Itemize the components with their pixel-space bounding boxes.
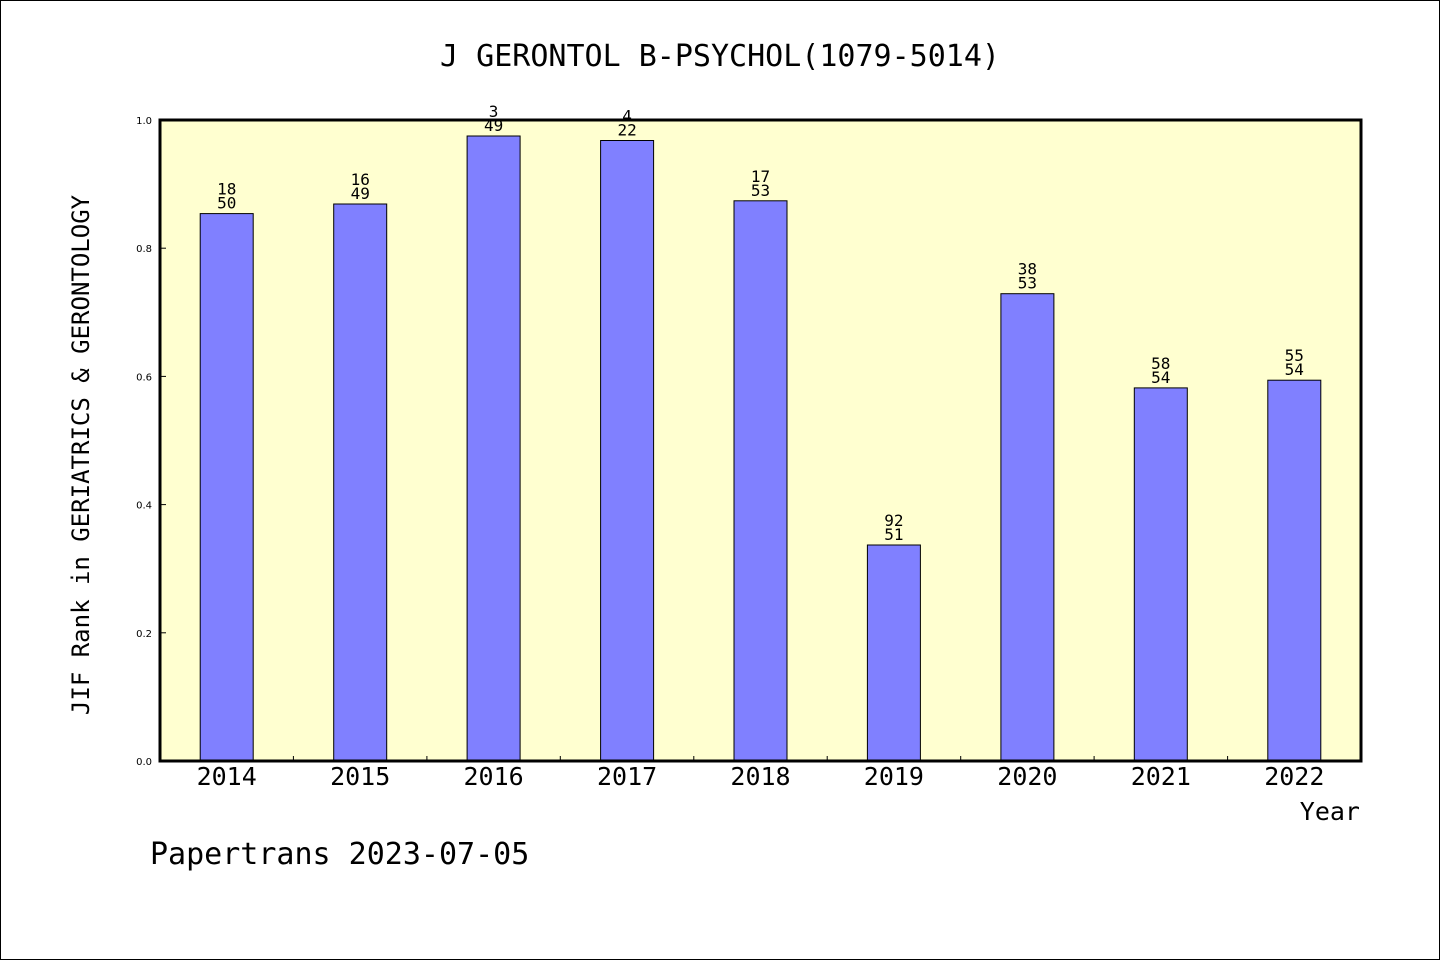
x-tick-label-2016: 2016 — [463, 762, 523, 791]
bar-label-top-2015: 16 — [351, 170, 370, 189]
bar-label-top-2018: 17 — [751, 167, 770, 186]
bar-label-bottom-2018: 53 — [751, 181, 770, 200]
x-tick-label-2019: 2019 — [864, 762, 924, 791]
bar-label-bottom-2015: 49 — [351, 184, 370, 203]
bar-2020 — [1000, 293, 1055, 762]
plot-border — [158, 118, 1363, 763]
x-tick-label-2014: 2014 — [197, 762, 257, 791]
y-tick-label-0.0: 0.0 — [136, 757, 152, 768]
y-tick-label-0.4: 0.4 — [136, 501, 152, 512]
bar-label-top-2020: 38 — [1018, 260, 1037, 279]
x-axis-label: Year — [1300, 797, 1360, 826]
bar-2015 — [333, 203, 388, 762]
chart-title: J GERONTOL B-PSYCHOL(1079-5014) — [440, 39, 1000, 74]
x-tick-label-2020: 2020 — [997, 762, 1057, 791]
footer-credit: Papertrans 2023-07-05 — [150, 837, 529, 872]
x-tick-label-2018: 2018 — [730, 762, 790, 791]
bar-label-bottom-2017: 22 — [617, 121, 636, 140]
bar-label-top-2021: 58 — [1151, 354, 1170, 373]
bar-2016 — [466, 135, 521, 762]
y-tick-label-0.8: 0.8 — [136, 244, 152, 255]
y-tick-label-0.2: 0.2 — [136, 629, 152, 640]
bar-label-bottom-2021: 54 — [1151, 368, 1170, 387]
bar-2017 — [600, 140, 655, 762]
y-tick-label-1.0: 1.0 — [136, 116, 152, 127]
bar-2021 — [1133, 387, 1188, 762]
y-axis-label: JIF Rank in GERIATRICS & GERONTOLOGY — [67, 194, 95, 715]
bar-label-bottom-2020: 53 — [1018, 274, 1037, 293]
bar-label-top-2017: 4 — [622, 107, 632, 126]
bar-2022 — [1267, 379, 1322, 762]
bar-label-top-2019: 92 — [884, 511, 903, 530]
bar-label-top-2016: 3 — [489, 102, 499, 121]
bar-label-top-2022: 55 — [1285, 346, 1304, 365]
bar-label-bottom-2022: 54 — [1285, 360, 1304, 379]
x-tick-label-2017: 2017 — [597, 762, 657, 791]
bar-label-top-2014: 18 — [217, 180, 236, 199]
bar-label-bottom-2019: 51 — [884, 525, 903, 544]
bar-2018 — [733, 200, 788, 762]
x-tick-label-2022: 2022 — [1264, 762, 1324, 791]
bar-label-bottom-2014: 50 — [217, 194, 236, 213]
bar-2019 — [866, 544, 921, 762]
y-tick-label-0.6: 0.6 — [136, 372, 152, 383]
x-tick-label-2021: 2021 — [1131, 762, 1191, 791]
bar-2014 — [199, 213, 254, 762]
x-tick-label-2015: 2015 — [330, 762, 390, 791]
